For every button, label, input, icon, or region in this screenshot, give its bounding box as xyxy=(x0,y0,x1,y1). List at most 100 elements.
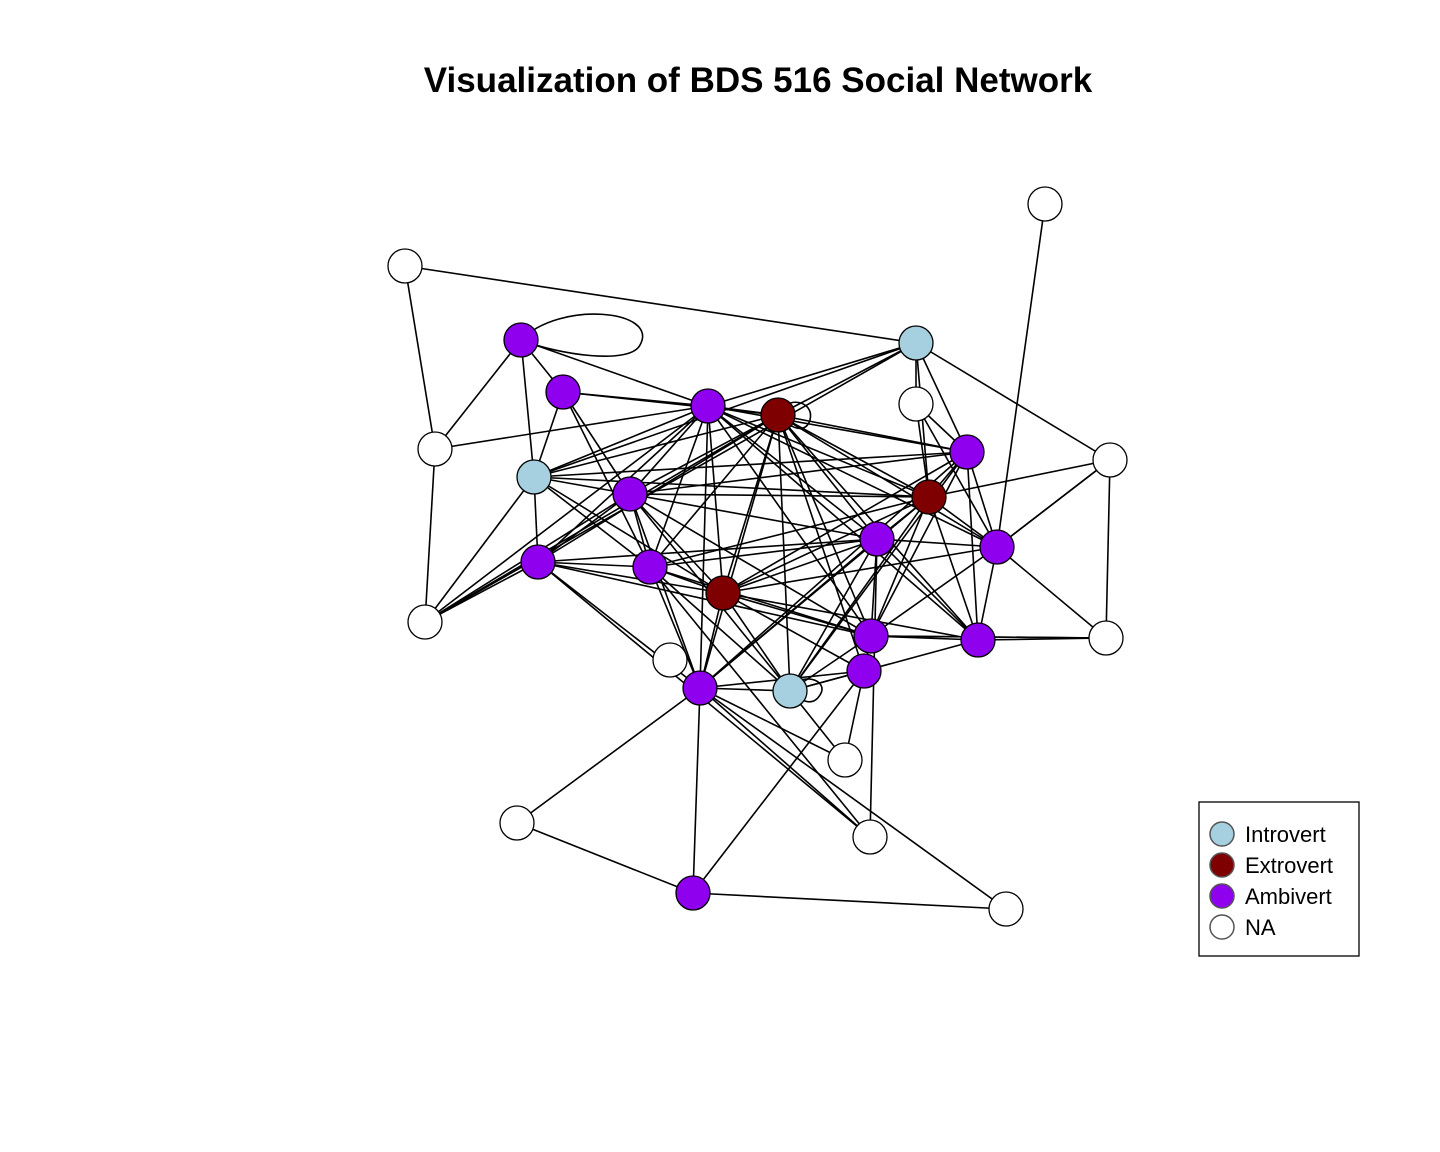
node-ambivert xyxy=(979,529,1015,565)
edge xyxy=(562,391,631,495)
edge xyxy=(533,476,724,594)
edge xyxy=(699,414,779,689)
node-ambivert xyxy=(859,521,895,557)
node-ambivert xyxy=(503,322,539,358)
edge xyxy=(777,414,998,548)
node-ambivert xyxy=(960,622,996,658)
edge xyxy=(699,687,871,838)
edge xyxy=(707,405,998,548)
edge xyxy=(707,342,917,407)
edge xyxy=(516,687,701,824)
edge xyxy=(777,414,791,692)
edge xyxy=(533,414,779,478)
edge xyxy=(533,405,709,478)
node-ambivert xyxy=(612,476,648,512)
edge xyxy=(722,538,878,594)
edge xyxy=(915,342,1111,461)
edge xyxy=(928,459,1111,498)
edge xyxy=(537,538,878,563)
edge xyxy=(649,496,930,568)
edge xyxy=(699,538,878,689)
node-na xyxy=(852,819,888,855)
node-extrovert xyxy=(705,575,741,611)
node-na xyxy=(417,431,453,467)
node-ambivert xyxy=(853,618,889,654)
edge xyxy=(876,538,979,641)
edge xyxy=(649,566,791,692)
node-na xyxy=(499,805,535,841)
node-ambivert xyxy=(846,653,882,689)
node-introvert xyxy=(772,673,808,709)
legend-label-introvert: Introvert xyxy=(1245,822,1326,847)
edge xyxy=(404,265,436,450)
edge xyxy=(434,339,522,450)
edge xyxy=(722,496,930,594)
edge xyxy=(533,476,930,498)
edge xyxy=(629,493,878,540)
edge xyxy=(537,493,631,563)
edge xyxy=(692,892,1007,910)
legend: Introvert Extrovert Ambivert NA xyxy=(1198,801,1360,957)
edge xyxy=(870,496,930,637)
edge xyxy=(629,414,779,495)
legend-swatch-ambivert xyxy=(1209,883,1235,909)
edge xyxy=(649,405,709,568)
edge xyxy=(876,538,998,548)
edge xyxy=(915,342,968,453)
edge xyxy=(996,459,1111,548)
edge xyxy=(649,566,701,689)
edge xyxy=(520,339,535,478)
edge xyxy=(789,538,878,692)
self-loop xyxy=(520,313,644,357)
node-na xyxy=(827,742,863,778)
edge xyxy=(629,493,930,498)
legend-swatch-na xyxy=(1209,914,1235,940)
edge xyxy=(915,403,998,548)
edge xyxy=(699,687,846,761)
edge xyxy=(537,561,872,637)
legend-label-na: NA xyxy=(1245,915,1276,940)
edge xyxy=(699,405,709,689)
edge xyxy=(629,451,968,495)
edge xyxy=(516,822,694,894)
legend-label-ambivert: Ambivert xyxy=(1245,884,1332,909)
node-introvert xyxy=(898,325,934,361)
edge xyxy=(722,592,865,672)
node-ambivert xyxy=(682,670,718,706)
node-na xyxy=(1092,442,1128,478)
edge xyxy=(629,405,709,495)
node-layer xyxy=(387,186,1128,927)
edge xyxy=(533,451,968,478)
edge xyxy=(434,405,709,450)
node-na xyxy=(652,642,688,678)
node-na xyxy=(898,386,934,422)
edge xyxy=(629,493,724,594)
node-ambivert xyxy=(632,549,668,585)
edge xyxy=(692,687,701,894)
edge xyxy=(692,670,865,894)
edge xyxy=(649,538,878,568)
edge xyxy=(1105,459,1111,639)
node-na xyxy=(1088,620,1124,656)
edge xyxy=(870,451,968,637)
edge xyxy=(722,592,872,637)
edge xyxy=(649,414,779,568)
legend-swatch-extrovert xyxy=(1209,852,1235,878)
edge xyxy=(870,546,998,637)
node-ambivert xyxy=(675,875,711,911)
node-na xyxy=(1027,186,1063,222)
legend-swatch-introvert xyxy=(1209,821,1235,847)
edge xyxy=(928,496,979,641)
node-ambivert xyxy=(545,374,581,410)
edge xyxy=(424,476,535,623)
edge xyxy=(537,561,724,594)
node-extrovert xyxy=(760,397,796,433)
page-title: Visualization of BDS 516 Social Network xyxy=(424,61,1093,100)
edge xyxy=(722,592,791,692)
node-na xyxy=(387,248,423,284)
edge xyxy=(649,566,871,838)
edge xyxy=(707,405,724,594)
node-introvert xyxy=(516,459,552,495)
edge xyxy=(404,265,917,344)
